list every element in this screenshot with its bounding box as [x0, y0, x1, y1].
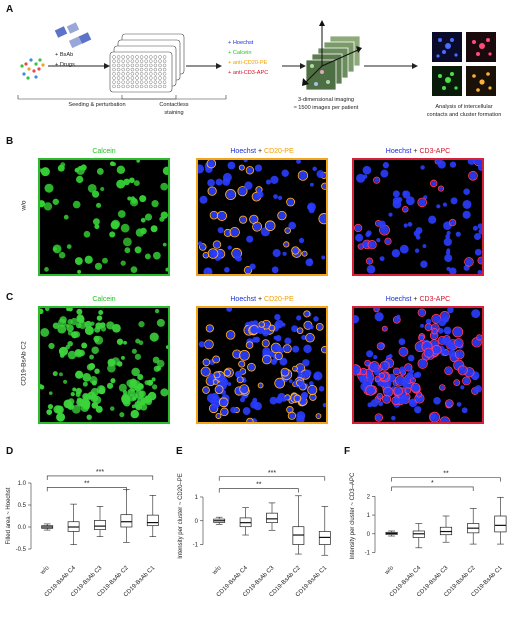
chart-e: Intensity per cluster ~ CD20–PE -101w/oCD… [178, 470, 331, 598]
title-part: CD20-PE [264, 148, 294, 155]
reagent-bsab: + BsAb [55, 52, 74, 58]
x-tick-label: w/o [383, 565, 395, 577]
panel-e-label: E [176, 446, 183, 457]
y-tick-label: -1 [193, 543, 199, 549]
significance-stars: *** [96, 469, 104, 476]
bsab-antibody-icon [54, 22, 92, 49]
y-tick-label: -1 [365, 551, 371, 557]
step-analysis-2: contacts and cluster formation [426, 112, 502, 118]
micrograph-b-cd20 [196, 158, 328, 276]
title-part: + [256, 148, 265, 155]
title-part: CD3-APC [419, 296, 451, 303]
title-part: Calcein [92, 148, 116, 155]
panel-d-label: D [6, 446, 14, 457]
significance-bracket [391, 486, 474, 491]
y-tick-label: 1 [367, 513, 371, 519]
title-hoechst-cd3-c: Hoechst + CD3-APC [352, 296, 484, 303]
stain-item: + anti-CD3-APC [228, 70, 269, 76]
stain-list: + Hoechst + Calcein + anti-CD20-PE + ant… [228, 40, 268, 76]
y-tick-label: -0.5 [16, 547, 27, 553]
panel-f-label: F [344, 446, 351, 457]
box-iqr [266, 512, 278, 524]
significance-bracket [46, 487, 127, 492]
micrograph-b-cd3 [352, 158, 484, 276]
micrograph-c-cd20 [196, 306, 328, 424]
image-stack-icon [302, 20, 362, 91]
title-part: Hoechst [230, 296, 257, 303]
title-part: + [256, 296, 265, 303]
title-part: Hoechst [385, 148, 412, 155]
panel-c-label: C [6, 292, 14, 303]
significance-stars: * [431, 480, 434, 487]
step-staining-1: Contactless [159, 102, 189, 108]
title-part: CD20-PE [264, 296, 294, 303]
significance-bracket [218, 476, 326, 481]
y-tick-label: 0.0 [18, 525, 27, 531]
significance-stars: ** [84, 480, 90, 487]
significance-stars: ** [256, 482, 262, 489]
row-label-wo: w/o [20, 200, 28, 211]
cell-dots-icon [20, 58, 45, 80]
step-staining-2: staining [164, 110, 184, 116]
title-part: + [411, 296, 420, 303]
title-calcein-c: Calcein [38, 296, 170, 303]
step-imaging-2: ≈ 1500 images per patient [293, 105, 359, 111]
significance-bracket [46, 475, 154, 480]
significance-bracket [218, 488, 299, 493]
title-hoechst-cd20-b: Hoechst + CD20-PE [196, 148, 328, 155]
x-tick-label: w/o [39, 565, 51, 577]
chart-d: Filled area ~ Hoechst-0.50.00.51.0w/oCD1… [6, 469, 159, 598]
title-part: + [411, 148, 420, 155]
reagent-drugs: + Drugs [55, 62, 75, 68]
y-tick-label: 1 [195, 495, 199, 501]
step-imaging-1: 3-dimensional imaging [298, 97, 354, 103]
box-iqr [120, 514, 133, 528]
panel-b-label: B [6, 136, 14, 147]
box-iqr [94, 520, 106, 530]
y-axis-label: Intensity per cluster ~ CD3–APC [350, 472, 356, 559]
step-analysis-1: Analysis of intercellular [435, 104, 493, 110]
title-part: Hoechst [230, 148, 257, 155]
title-hoechst-cd20-c: Hoechst + CD20-PE [196, 296, 328, 303]
step-seeding: Seeding & perturbation [68, 102, 126, 108]
stain-item: + Calcein [228, 50, 252, 56]
micrograph-c-calcein [38, 306, 170, 424]
box-iqr [146, 514, 159, 527]
title-part: Calcein [92, 296, 116, 303]
title-calcein-b: Calcein [38, 148, 170, 155]
y-tick-label: 0 [367, 532, 371, 538]
title-part: CD3-APC [419, 148, 451, 155]
stain-item: + anti-CD20-PE [228, 60, 268, 66]
title-hoechst-cd3-b: Hoechst + CD3-APC [352, 148, 484, 155]
y-axis-label: Intensity per cluster ~ CD20–PE [178, 473, 184, 559]
y-axis-label: Filled area ~ Hoechst [6, 487, 12, 544]
significance-stars: *** [268, 470, 276, 477]
title-part: Hoechst [385, 296, 412, 303]
panel-a-schematic [17, 20, 496, 100]
micrograph-b-calcein [38, 158, 170, 276]
y-tick-label: 1.0 [18, 481, 27, 487]
y-tick-label: 0.5 [18, 503, 27, 509]
box-iqr [494, 515, 507, 533]
row-label-c2: CD19-BsAb C2 [20, 341, 28, 386]
analysis-tiles [432, 32, 496, 96]
micrograph-c-cd3 [352, 306, 484, 424]
significance-bracket [391, 477, 501, 482]
y-tick-label: 0 [195, 519, 199, 525]
significance-stars: ** [443, 471, 449, 478]
stain-item: + Hoechst [228, 40, 254, 46]
chart-f: Intensity per cluster ~ CD3–APC -1012w/oC… [350, 471, 507, 598]
y-tick-label: 2 [367, 494, 371, 500]
x-tick-label: w/o [211, 565, 223, 577]
panel-a-label: A [6, 4, 14, 15]
